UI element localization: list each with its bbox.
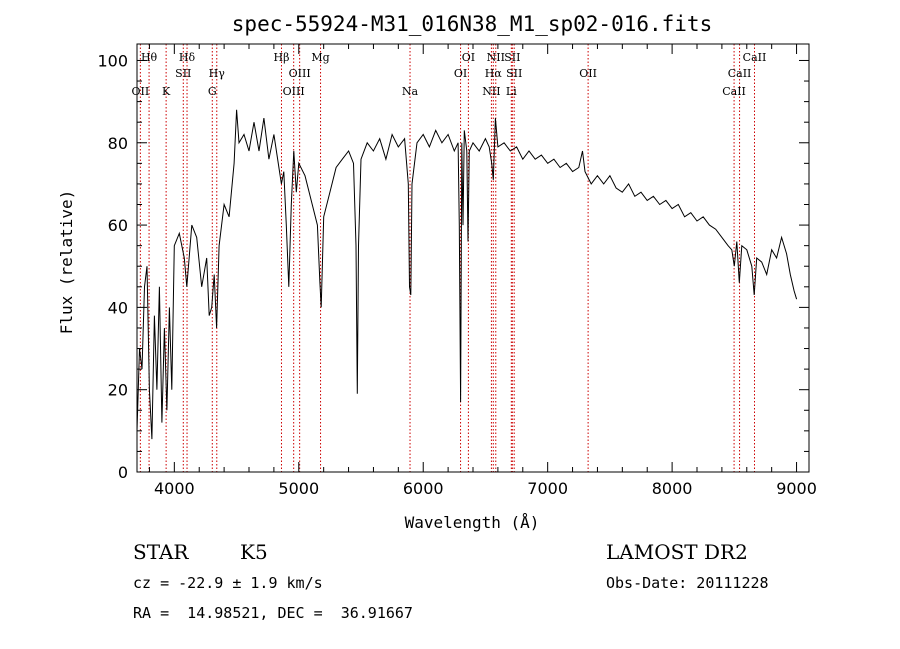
x-tick-label: 7000 [527,479,568,498]
x-tick-label: 9000 [776,479,817,498]
survey-name: LAMOST DR2 [606,540,748,564]
y-tick-label: 0 [118,463,128,482]
ra-dec-coordinates: RA = 14.98521, DEC = 36.91667 [133,604,413,622]
marker-label: OI [462,51,475,64]
marker-label: Hθ [141,51,158,64]
marker-label: NII [487,51,505,64]
object-subclass: K5 [240,540,268,564]
observation-date: Obs-Date: 20111228 [606,574,769,592]
marker-label: K [162,85,171,98]
marker-label: Hβ [274,51,290,64]
marker-label: SII [506,67,522,80]
marker-label: Na [402,85,419,98]
x-tick-label: 8000 [652,479,693,498]
y-axis-label: Flux (relative) [57,190,76,335]
marker-label: Li [506,85,517,98]
marker-label: SII [175,67,191,80]
x-axis-ticks: 4000 5000 6000 7000 8000 9000 [148,44,817,498]
y-axis-ticks: 0 20 40 60 80 100 [97,51,809,482]
spectral-line-markers [139,44,755,472]
marker-label: CaII [722,85,746,98]
marker-label: CaII [743,51,767,64]
marker-label: OI [454,67,467,80]
x-axis-label: Wavelength (Å) [405,513,540,532]
chart-title: spec-55924-M31_016N38_M1_sp02-016.fits [232,12,712,36]
y-tick-label: 40 [108,298,128,317]
x-tick-label: 4000 [154,479,195,498]
marker-label: Hα [485,67,503,80]
redshift-cz: cz = -22.9 ± 1.9 km/s [133,574,323,592]
y-tick-label: 60 [108,216,128,235]
marker-label: Mg [311,51,329,64]
y-tick-label: 20 [108,381,128,400]
marker-label: Hδ [179,51,196,64]
marker-label: G [208,85,217,98]
marker-label: OII [579,67,597,80]
x-tick-label: 6000 [403,479,444,498]
object-class: STAR [133,540,189,564]
marker-label: NII [482,85,500,98]
marker-label: SII [504,51,520,64]
y-tick-label: 80 [108,134,128,153]
marker-label: OII [132,85,150,98]
marker-label: OIII [289,67,311,80]
y-tick-label: 100 [97,51,128,70]
x-tick-label: 5000 [278,479,319,498]
marker-label: OIII [283,85,305,98]
marker-label: CaII [728,67,752,80]
marker-label: Hγ [209,67,226,80]
plot-frame [136,43,810,473]
spectrum-series-line [136,109,798,440]
